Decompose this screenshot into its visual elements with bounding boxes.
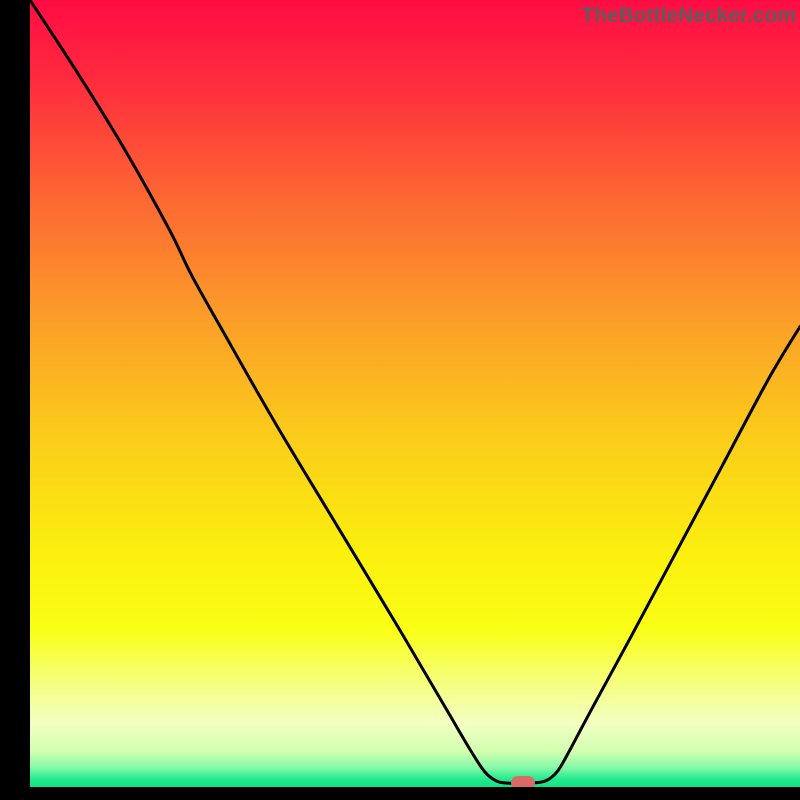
y-axis-bar bbox=[0, 0, 30, 800]
plot-area bbox=[30, 0, 800, 787]
x-axis-bar bbox=[0, 787, 800, 800]
optimum-marker bbox=[511, 776, 535, 787]
watermark-text: TheBottleNecker.com bbox=[581, 4, 796, 28]
bottleneck-curve bbox=[30, 0, 800, 787]
chart-container: TheBottleNecker.com bbox=[0, 0, 800, 800]
